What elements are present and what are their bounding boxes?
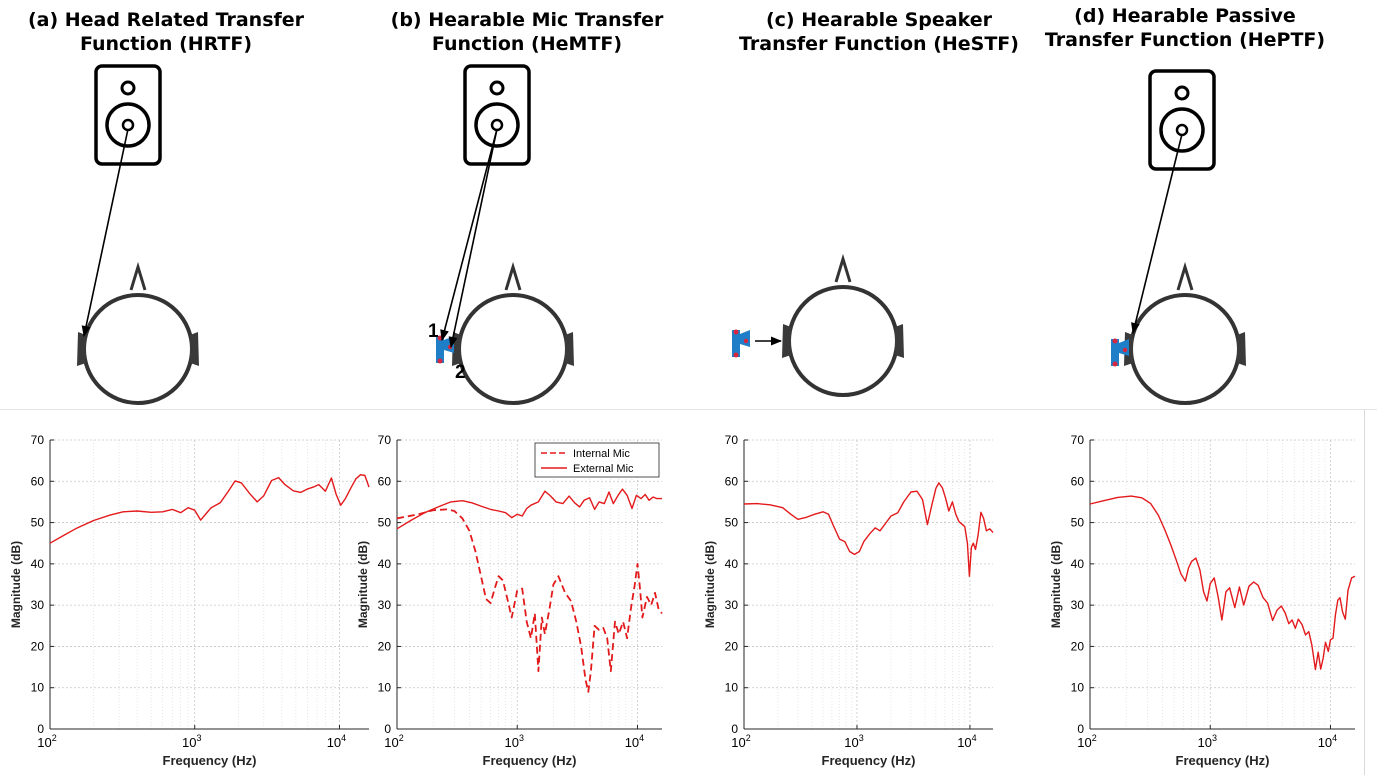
y-tick-label: 20 <box>1071 639 1085 653</box>
y-tick-label: 50 <box>1071 516 1085 530</box>
legend-label: Internal Mic <box>573 448 630 460</box>
x-tick-label: 102 <box>384 733 403 750</box>
panel-b-path-2-arrow <box>448 128 498 349</box>
y-tick-label: 30 <box>725 598 739 612</box>
y-tick-label: 10 <box>1071 681 1085 695</box>
y-tick-label: 0 <box>384 722 391 736</box>
x-tick-label: 104 <box>957 733 976 750</box>
panel-d-title-line1: (d) Hearable Passive <box>1074 5 1296 27</box>
y-axis-label: Magnitude (dB) <box>356 541 370 628</box>
y-tick-label: 20 <box>725 639 739 653</box>
x-tick-label: 102 <box>731 733 750 750</box>
y-axis-label: Magnitude (dB) <box>703 541 717 628</box>
panel-b-mic-1-label: 1 <box>428 321 439 342</box>
legend-box <box>534 442 660 478</box>
setup-diagrams: 1 2 <box>75 64 1248 405</box>
x-tick-label: 103 <box>1197 733 1216 750</box>
panel-b-title-line1: (b) Hearable Mic Transfer <box>390 9 664 31</box>
x-tick-label: 103 <box>844 733 863 750</box>
x-tick-label: 103 <box>182 733 201 750</box>
y-tick-label: 0 <box>1077 722 1084 736</box>
y-tick-label: 40 <box>31 557 45 571</box>
series-line-internal-mic <box>396 508 663 693</box>
panel-d-title-line2: Transfer Function (HePTF) <box>1044 29 1326 51</box>
series-line-external-mic <box>396 488 662 530</box>
legend-label: External Mic <box>573 463 634 475</box>
y-tick-label: 40 <box>378 557 392 571</box>
panel-b-title: (b) Hearable Mic Transfer Function (HeMT… <box>372 8 682 56</box>
plot-area <box>397 440 662 729</box>
y-tick-label: 60 <box>378 474 392 488</box>
y-tick-label: 60 <box>31 474 45 488</box>
x-axis-label: Frequency (Hz) <box>1176 753 1270 768</box>
x-tick-label: 104 <box>625 733 644 750</box>
panel-d-chart: 0 10 20 30 40 50 60 70 102 103 104 Frequency (Hz) Ma… <box>1049 433 1356 768</box>
y-tick-label: 30 <box>378 598 392 612</box>
plot-area <box>744 440 993 729</box>
series-line-response <box>49 474 370 544</box>
panel-a-title-line1: (a) Head Related Transfer <box>27 9 305 31</box>
y-tick-label: 50 <box>378 516 392 530</box>
panel-b-path-1-arrow <box>440 128 498 342</box>
y-axis-label: Magnitude (dB) <box>9 541 23 628</box>
y-tick-label: 70 <box>725 433 739 447</box>
x-axis-label: Frequency (Hz) <box>163 753 257 768</box>
y-tick-label: 10 <box>378 681 392 695</box>
series-line-response <box>1089 495 1356 671</box>
y-tick-label: 30 <box>31 598 45 612</box>
x-tick-label: 102 <box>1077 733 1096 750</box>
panel-a-sound-path-arrow <box>81 128 129 338</box>
y-tick-label: 50 <box>725 516 739 530</box>
y-axis-label: Magnitude (dB) <box>1049 541 1063 628</box>
y-tick-label: 20 <box>378 639 392 653</box>
y-tick-label: 60 <box>725 474 739 488</box>
plot-area <box>1090 440 1355 729</box>
x-tick-label: 103 <box>504 733 523 750</box>
x-axis-label: Frequency (Hz) <box>483 753 577 768</box>
y-tick-label: 0 <box>731 722 738 736</box>
panel-c-title-line1: (c) Hearable Speaker <box>765 9 993 31</box>
panel-c-chart: 0 10 20 30 40 50 60 70 102 103 104 Frequency (Hz) Ma… <box>703 433 994 768</box>
chart-legend: Internal Mic External Mic <box>534 442 660 478</box>
plot-area <box>50 440 369 729</box>
y-tick-label: 70 <box>1071 433 1085 447</box>
y-tick-label: 0 <box>37 722 44 736</box>
panel-d-sound-path-arrow <box>1131 133 1183 335</box>
y-tick-label: 20 <box>31 639 45 653</box>
y-tick-label: 70 <box>31 433 45 447</box>
panel-divider <box>0 409 1377 410</box>
series-line-response <box>743 482 994 577</box>
y-tick-label: 30 <box>1071 598 1085 612</box>
right-border <box>1364 409 1365 775</box>
panel-a-title-line2: Function (HRTF) <box>79 33 253 55</box>
y-tick-label: 50 <box>31 516 45 530</box>
y-tick-label: 70 <box>378 433 392 447</box>
panel-b-mic-2-label: 2 <box>455 362 466 383</box>
x-axis-label: Frequency (Hz) <box>822 753 916 768</box>
y-tick-label: 40 <box>1071 557 1085 571</box>
y-tick-label: 10 <box>725 681 739 695</box>
panel-d-title: (d) Hearable Passive Transfer Function (… <box>1030 4 1340 52</box>
panel-b-chart: 0 10 20 30 40 50 60 70 102 103 104 Frequency (Hz) Ma… <box>356 433 663 768</box>
panel-b-title-line2: Function (HeMTF) <box>431 33 623 55</box>
y-tick-label: 60 <box>1071 474 1085 488</box>
y-tick-label: 10 <box>31 681 45 695</box>
panel-a-chart: 0 10 20 30 40 50 60 70 102 103 104 Frequency (Hz) Ma… <box>9 433 370 768</box>
panel-c-title: (c) Hearable Speaker Transfer Function (… <box>724 8 1034 56</box>
x-tick-label: 104 <box>1318 733 1337 750</box>
panel-a-title: (a) Head Related Transfer Function (HRTF… <box>0 8 332 56</box>
x-tick-label: 104 <box>327 733 346 750</box>
panel-c-title-line2: Transfer Function (HeSTF) <box>739 33 1019 55</box>
x-tick-label: 102 <box>37 733 56 750</box>
y-tick-label: 40 <box>725 557 739 571</box>
